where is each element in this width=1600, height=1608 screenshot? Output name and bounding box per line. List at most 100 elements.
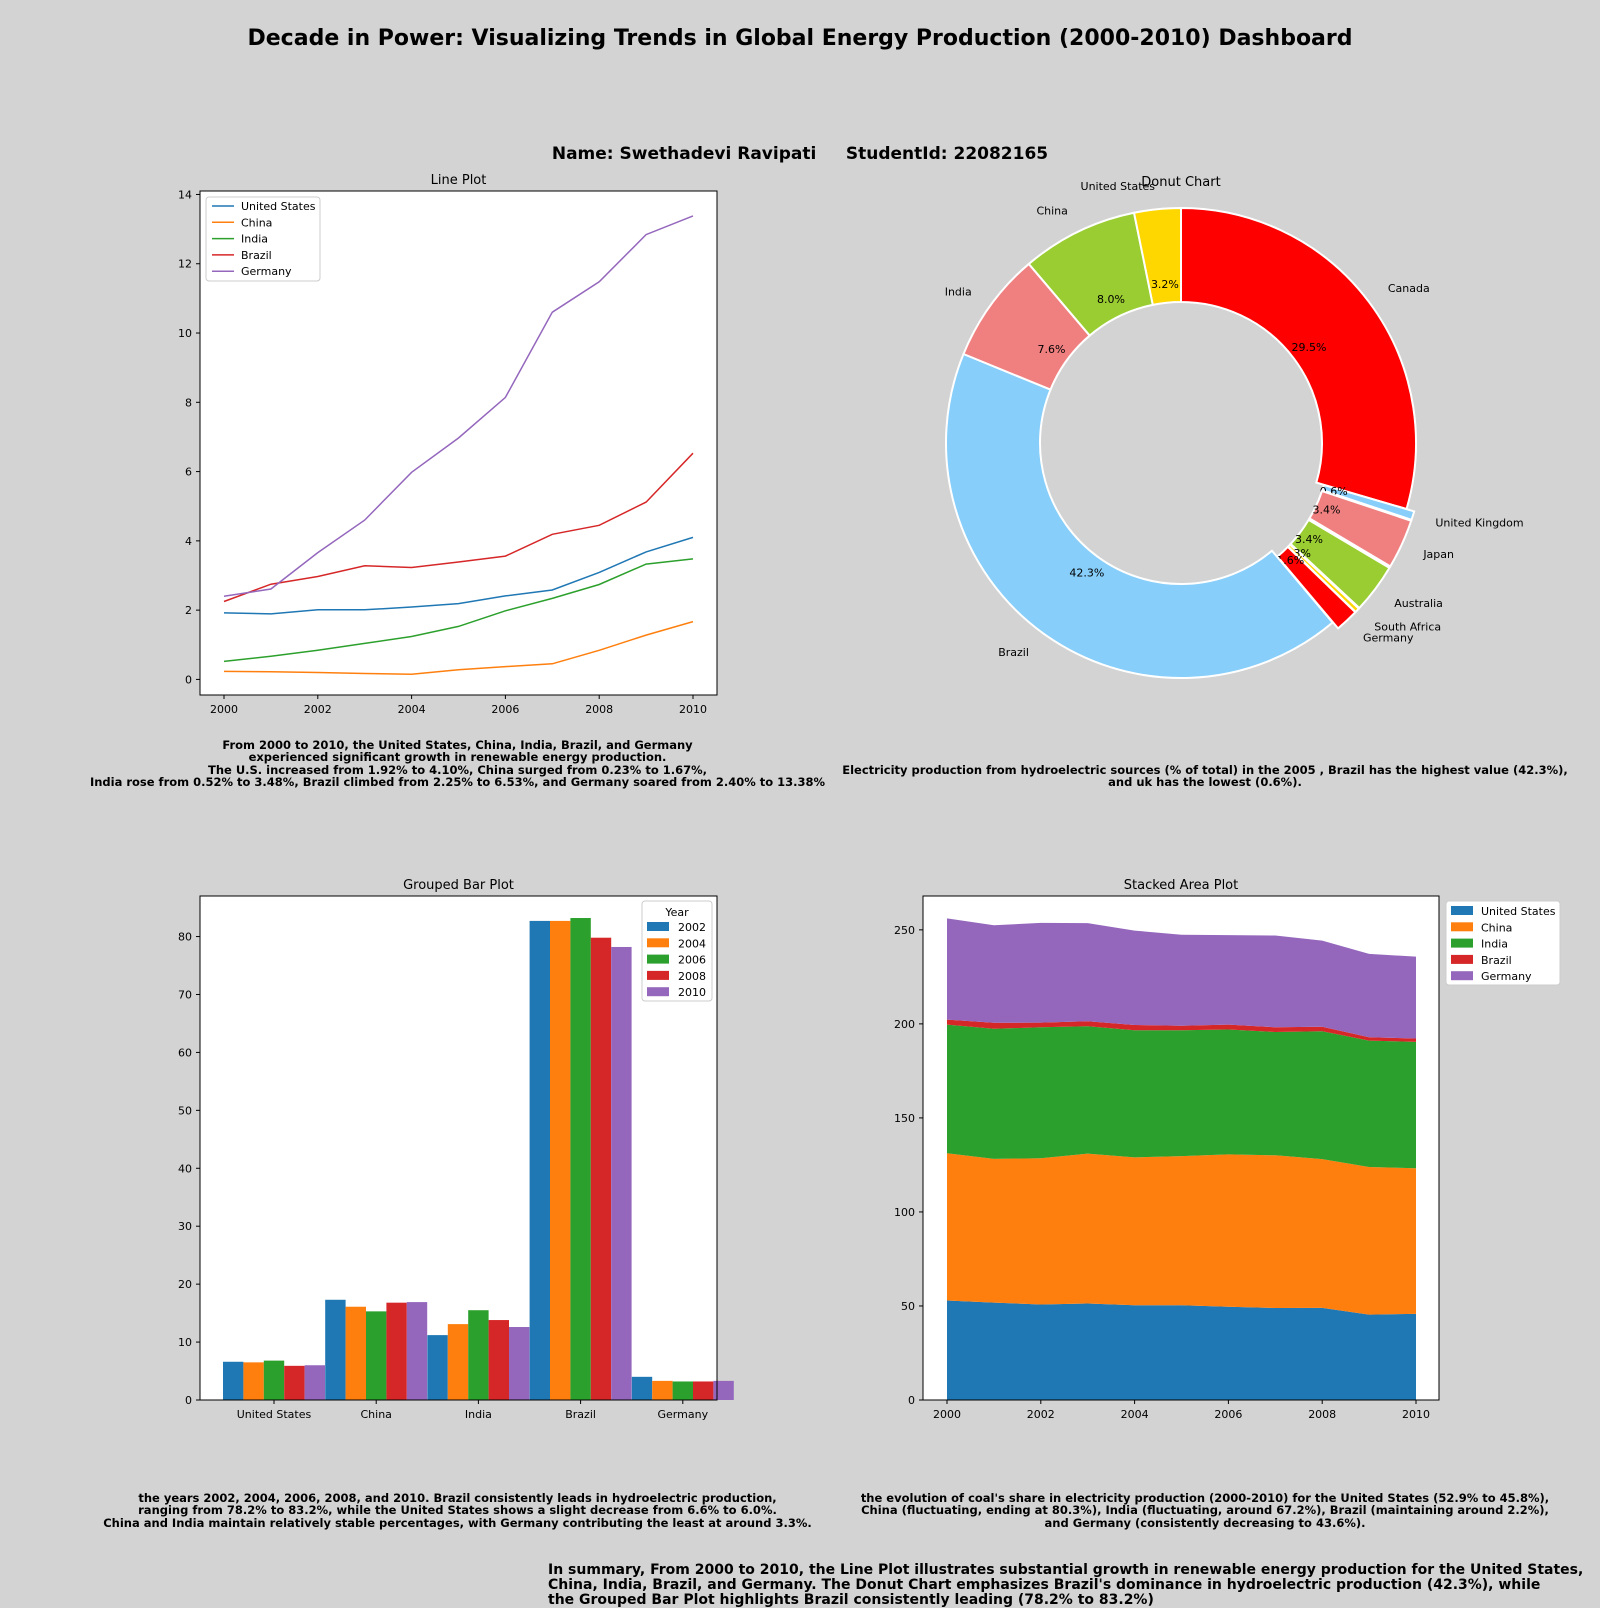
donut-chart-title: Donut Chart [1141,175,1220,190]
bar-india-2010 [509,1327,530,1400]
donut-slice-united-states [1132,206,1182,307]
area-plot-legend: United States China India Brazil Germany [1445,900,1561,986]
bar-china-2006 [366,1311,387,1400]
bar-china-2004 [345,1306,366,1400]
bar-brazil-2002 [529,920,550,1400]
bar-india-2008 [488,1320,509,1400]
area-legend-label: Germany [1481,970,1532,983]
line-series-brazil [223,452,694,603]
area-plot-xtick-label: 2008 [1308,1408,1336,1421]
bar-plot-ytick-label: 60 [178,1046,192,1059]
bar-legend-swatch [647,987,669,997]
line-plot-caption: From 2000 to 2010, the United States, Ch… [89,738,826,789]
line-legend-label: India [241,233,268,246]
donut-label-india: India [945,285,972,298]
bar-plot-legend: Year 2002 2004 2006 2008 2010 [641,900,713,1002]
stacked-area-plot: 0 50 100 150 200 250 2000 2002 2004 2006 2008 2010 S… [894,878,1561,1421]
author-line: Name: Swethadevi Ravipati StudentId: 220… [551,144,1049,164]
line-plot-xtick-label: 2002 [304,703,332,716]
bar-plot-title: Grouped Bar Plot [403,878,514,893]
area-plot-xtick-label: 2006 [1214,1408,1242,1421]
line-plot-ytick-label: 10 [178,327,192,340]
bar-germany-2002 [631,1376,653,1400]
area-series-china [947,1153,1416,1315]
line-legend-box [205,196,321,282]
bar-legend-title: Year [664,906,689,919]
bar-legend-label: 2002 [678,921,706,934]
area-plot-ytick-label: 0 [908,1394,915,1407]
donut-label-south-africa: South Africa [1374,620,1441,633]
area-plot-ytick-label: 250 [894,924,915,937]
bar-india-2002 [427,1335,448,1400]
area-plot-xtick-label: 2002 [1027,1408,1055,1421]
area-plot-title: Stacked Area Plot [1124,878,1238,893]
bar-plot-ytick-label: 70 [178,988,192,1001]
bar-plot-ytick-label: 20 [178,1278,192,1291]
area-series-brazil [947,1019,1416,1042]
area-series-india [947,1024,1416,1169]
line-series-india [223,558,694,663]
line-legend-label: United States [241,200,316,213]
bar-plot-ytick-label: 80 [178,931,192,944]
line-series-china [223,620,694,675]
line-plot-ytick-label: 6 [185,466,192,479]
bar-plot-xtick-label: Germany [658,1408,709,1421]
donut-label-australia: Australia [1394,597,1443,610]
area-legend-swatch [1451,954,1473,964]
donut-pct-china: 8.0% [1097,293,1125,306]
summary-text: In summary, From 2000 to 2010, the Line … [548,1562,1584,1608]
line-plot-xtick-label: 2000 [210,703,238,716]
bar-india-2004 [447,1324,469,1400]
donut-pct-india: 7.6% [1037,343,1065,356]
line-plot-legend: United States China India Brazil Germany [205,196,321,282]
area-series-united-states [947,1300,1416,1400]
bar-plot-ytick-label: 30 [178,1220,192,1233]
donut-label-japan: Japan [1422,548,1454,561]
area-plot-ytick-label: 100 [894,1206,915,1219]
bar-plot-ytick-label: 0 [185,1394,192,1407]
bar-legend-label: 2004 [678,937,706,950]
line-legend-label: Germany [241,265,292,278]
bar-brazil-2004 [550,920,571,1400]
line-plot-ytick-label: 0 [185,673,192,686]
donut-slice-united-kingdom [1321,483,1416,522]
area-legend-swatch [1451,971,1473,981]
bar-plot-ytick-label: 10 [178,1336,192,1349]
donut-slice-brazil [945,352,1335,679]
bar-china-2002 [325,1299,346,1400]
area-plot-xtick-label: 2000 [933,1408,961,1421]
line-legend-label: Brazil [241,249,272,262]
area-legend-swatch [1451,906,1473,915]
area-legend-box [1445,900,1561,986]
line-series-germany [223,215,694,598]
area-plot-caption: the evolution of coal's share in electri… [860,1491,1550,1530]
donut-slice-canada [1180,206,1417,511]
bar-legend-label: 2010 [678,986,706,999]
line-plot-ytick-label: 8 [185,396,192,409]
donut-pct-japan: 3.4% [1313,504,1341,517]
area-series-germany [947,918,1416,1039]
area-plot-frame [922,895,1440,1401]
bar-plot-ytick-label: 50 [178,1104,192,1117]
grouped-bar-plot: United States China India Brazil Germany 0 10 2… [178,878,734,1421]
bar-legend-swatch [647,938,669,948]
donut-pct-australia: 3.4% [1295,533,1323,546]
bar-germany-2006 [672,1381,693,1400]
bar-china-2008 [386,1302,407,1400]
line-plot-ytick-label: 2 [185,604,192,617]
bar-legend-swatch [647,922,669,931]
bar-united-states-2002 [223,1361,244,1400]
bar-plot-xtick-label: Brazil [565,1408,596,1421]
donut-label-united-kingdom: United Kingdom [1435,517,1523,530]
bar-china-2010 [406,1302,428,1400]
line-plot-xtick-label: 2008 [585,703,613,716]
line-plot-xtick-label: 2004 [398,703,426,716]
bar-plot-xtick-label: United States [237,1408,312,1421]
area-plot-ytick-label: 150 [894,1112,915,1125]
bar-plot-frame [199,895,718,1401]
bar-plot-caption: the years 2002, 2004, 2006, 2008, and 20… [103,1491,812,1530]
bar-germany-2004 [652,1380,673,1400]
bar-plot-ytick-label: 40 [178,1162,192,1175]
